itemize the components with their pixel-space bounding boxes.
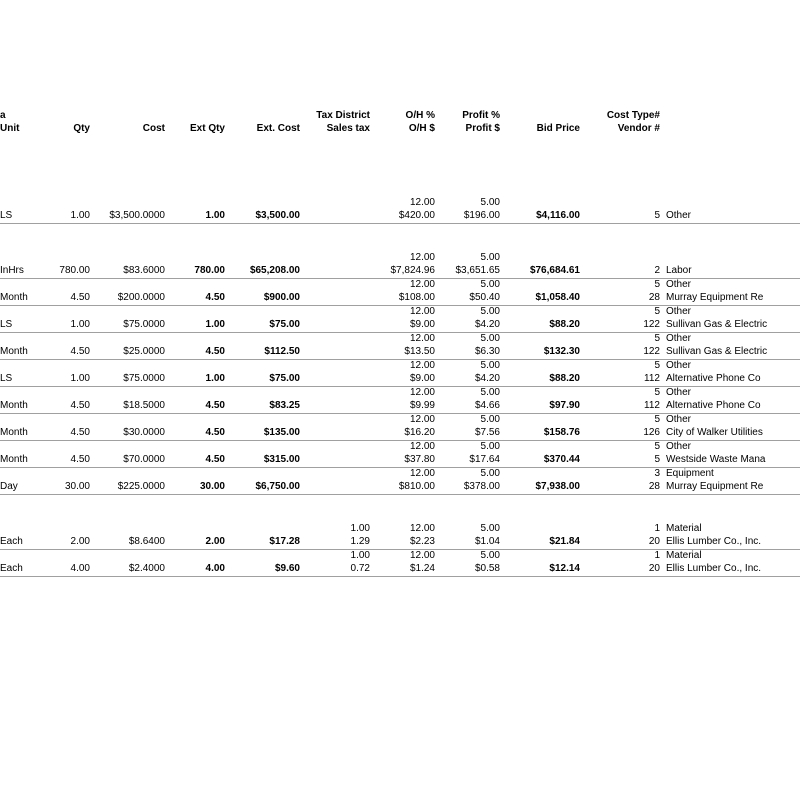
vendor-cell: MaterialEllis Lumber Co., Inc. [660, 550, 800, 575]
table-header: a Unit Qty Cost Ext Qty Ext. Cost Tax Di… [0, 110, 800, 137]
vendor-cell: Labor [660, 265, 800, 278]
vendor-cell: OtherMurray Equipment Re [660, 279, 800, 304]
hdr-profit: Profit %Profit $ [435, 110, 500, 135]
table-row: Month4.50$18.50004.50$83.2512.00$9.995.0… [0, 387, 800, 414]
vendor-cell: OtherAlternative Phone Co [660, 360, 800, 385]
table-body: LS1.00$3,500.00001.00$3,500.0012.00$420.… [0, 197, 800, 577]
vendor-cell: OtherSullivan Gas & Electric [660, 306, 800, 331]
table-row: LS1.00$75.00001.00$75.0012.00$9.005.00$4… [0, 306, 800, 333]
hdr-unit: a Unit [0, 110, 40, 135]
table-row: Month4.50$25.00004.50$112.5012.00$13.505… [0, 333, 800, 360]
hdr-extqty: Ext Qty [165, 110, 225, 135]
hdr-ct: Cost Type#Vendor # [580, 110, 660, 135]
vendor-cell: MaterialEllis Lumber Co., Inc. [660, 523, 800, 548]
vendor-cell: OtherAlternative Phone Co [660, 387, 800, 412]
table-row: Day30.00$225.000030.00$6,750.0012.00$810… [0, 468, 800, 495]
hdr-tax: Tax DistrictSales tax [300, 110, 370, 135]
table-row: LS1.00$75.00001.00$75.0012.00$9.005.00$4… [0, 360, 800, 387]
table-row: LS1.00$3,500.00001.00$3,500.0012.00$420.… [0, 197, 800, 224]
hdr-oh: O/H %O/H $ [370, 110, 435, 135]
table-row: Each2.00$8.64002.00$17.281.001.2912.00$2… [0, 523, 800, 550]
cost-sheet: a Unit Qty Cost Ext Qty Ext. Cost Tax Di… [0, 0, 800, 577]
hdr-qty: Qty [40, 110, 90, 135]
vendor-cell: OtherWestside Waste Mana [660, 441, 800, 466]
vendor-cell: Other [660, 210, 800, 223]
vendor-cell: OtherSullivan Gas & Electric [660, 333, 800, 358]
table-row: Each4.00$2.40004.00$9.601.000.7212.00$1.… [0, 550, 800, 577]
table-row: Month4.50$70.00004.50$315.0012.00$37.805… [0, 441, 800, 468]
hdr-extcost: Ext. Cost [225, 110, 300, 135]
table-row: InHrs780.00$83.6000780.00$65,208.0012.00… [0, 252, 800, 279]
table-row: Month4.50$200.00004.50$900.0012.00$108.0… [0, 279, 800, 306]
vendor-cell: OtherCity of Walker Utilities [660, 414, 800, 439]
vendor-cell: EquipmentMurray Equipment Re [660, 468, 800, 493]
hdr-cost: Cost [90, 110, 165, 135]
table-row: Month4.50$30.00004.50$135.0012.00$16.205… [0, 414, 800, 441]
hdr-vendor [660, 110, 800, 135]
hdr-bid: Bid Price [500, 110, 580, 135]
